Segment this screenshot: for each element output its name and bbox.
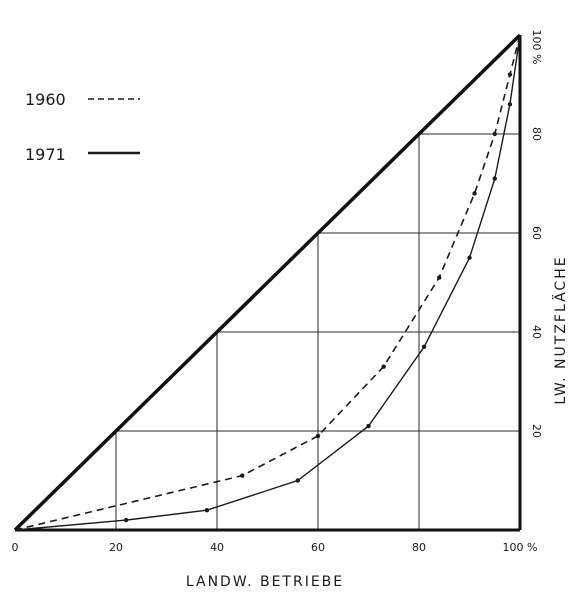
tick-labels: 0 20 40 60 80 100 % 20 40 60 80 100 % [12, 30, 544, 554]
series-point-1960-5 [472, 191, 477, 196]
series-point-1960-4 [437, 275, 442, 280]
y-tick-label-40: 40 [530, 325, 543, 339]
series-point-1971-6 [467, 255, 472, 260]
y-axis-label: LW. NUTZFLÄCHE [551, 255, 569, 404]
y-tick-label-20: 20 [530, 424, 543, 438]
series-point-1971-5 [421, 344, 427, 350]
x-tick-label-20: 20 [109, 541, 123, 554]
series-point-1960-7 [507, 72, 513, 77]
x-axis-label: LANDW. BETRIEBE [186, 574, 344, 590]
series-point-1971-1 [123, 517, 129, 523]
x-tick-label-100: 100 % [503, 541, 538, 554]
x-tick-label-40: 40 [210, 541, 224, 554]
series-point-1960-3 [381, 364, 386, 369]
legend-label-1971: 1971 [25, 145, 66, 164]
grid [115, 133, 520, 530]
y-tick-label-60: 60 [530, 226, 543, 240]
series-point-1960-2 [315, 433, 321, 439]
series-point-1960-1 [240, 473, 245, 478]
series-point-1971-3 [295, 478, 300, 483]
series-point-1971-8 [507, 102, 513, 107]
x-tick-label-80: 80 [412, 541, 426, 554]
series-point-1971-4 [366, 423, 371, 429]
series-point-1971-7 [492, 176, 497, 181]
y-tick-label-100: 100 % [530, 30, 543, 65]
series-point-1971-2 [204, 508, 210, 513]
legend-label-1960: 1960 [25, 90, 66, 109]
x-tick-label-0: 0 [12, 541, 19, 554]
equality-diagonal [13, 33, 522, 532]
legend: 1960 1971 [25, 90, 140, 164]
series-point-1960-6 [492, 131, 497, 137]
axes [13, 33, 522, 532]
series-line-1971 [14, 34, 521, 531]
x-tick-label-60: 60 [311, 541, 325, 554]
series-lines [14, 34, 521, 531]
y-tick-label-80: 80 [530, 127, 543, 141]
